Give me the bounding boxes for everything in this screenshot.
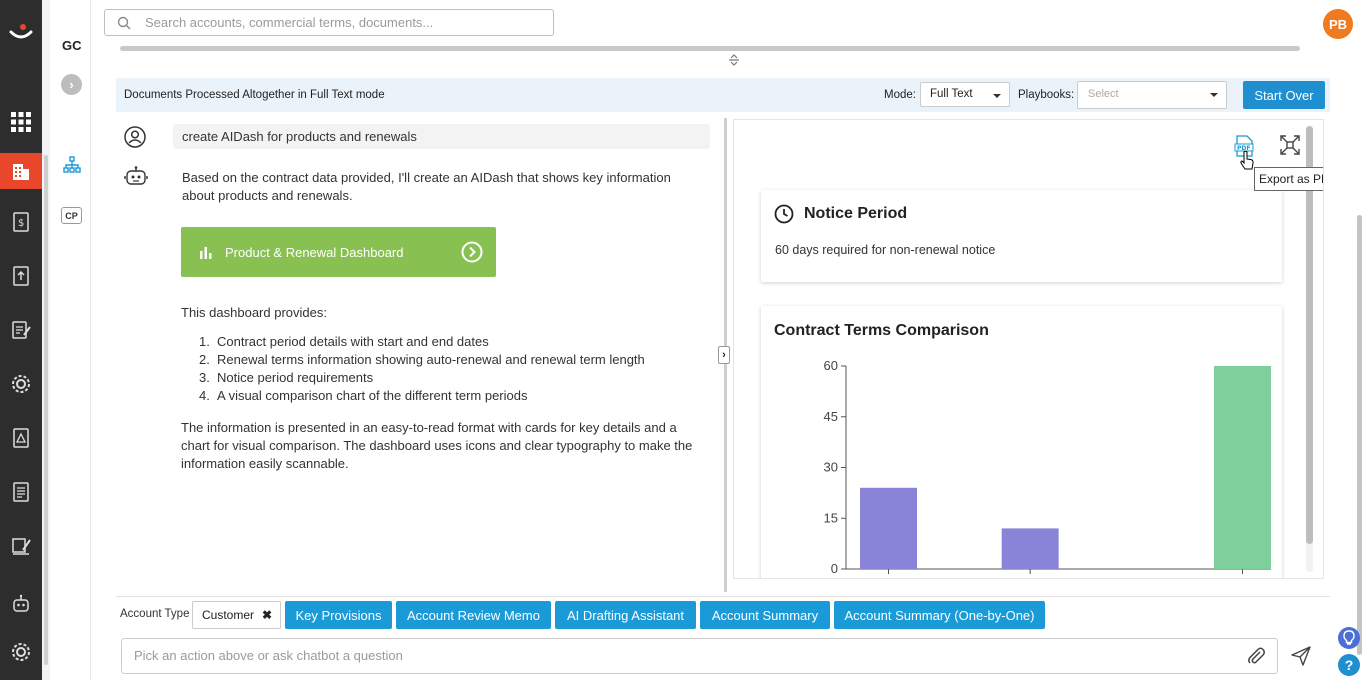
drafting-pen-icon[interactable]	[0, 528, 42, 564]
chevron-right-circle-icon	[461, 241, 483, 263]
y-tick-label: 0	[831, 561, 838, 576]
gc-label: GC	[62, 38, 82, 53]
lightbulb-icon[interactable]	[1338, 627, 1360, 649]
edit-document-icon[interactable]	[0, 312, 42, 348]
account-summary-button[interactable]: Account Summary	[700, 601, 830, 629]
y-tick-label: 60	[824, 358, 838, 373]
open-dashboard-button[interactable]: Product & Renewal Dashboard	[181, 227, 496, 277]
horizontal-scrollbar[interactable]	[120, 46, 1300, 51]
playbooks-select[interactable]: Select	[1077, 81, 1227, 109]
bot-intro-text: Based on the contract data provided, I'l…	[182, 170, 671, 203]
dashboard-scrollbar[interactable]	[1306, 126, 1313, 572]
admin-gear-icon[interactable]	[0, 634, 42, 670]
list-item: 3. Notice period requirements	[199, 370, 374, 385]
alert-document-icon[interactable]	[0, 420, 42, 456]
x-tick-label: Initial Term	[860, 576, 918, 579]
mode-label: Mode:	[884, 89, 916, 101]
collapse-chevron-icon[interactable]: ›	[718, 346, 730, 364]
ai-drafting-assistant-button[interactable]: AI Drafting Assistant	[555, 601, 696, 629]
provides-list: 1. Contract period details with start and…	[199, 333, 699, 405]
bar-chart-icon	[200, 247, 212, 259]
playbooks-label: Playbooks:	[1018, 89, 1075, 101]
main-nav-rail: $	[0, 0, 42, 680]
page-scrollbar[interactable]	[1354, 40, 1364, 655]
search-input[interactable]	[145, 15, 525, 30]
contract-money-icon[interactable]: $	[0, 204, 42, 240]
attach-paperclip-icon[interactable]	[1246, 646, 1266, 666]
search-icon	[117, 16, 131, 29]
mode-select[interactable]: Full Text	[920, 82, 1010, 107]
brand-logo-icon[interactable]	[9, 20, 33, 44]
contract-terms-card: Contract Terms Comparison 0 15 30 45 60 Initi…	[761, 306, 1282, 579]
user-avatar[interactable]: PB	[1323, 9, 1353, 39]
apps-grid-icon[interactable]	[0, 104, 42, 140]
bar	[860, 487, 917, 569]
chat-input-box[interactable]	[121, 638, 1278, 674]
mode-toolbar: Documents Processed Altogether in Full T…	[116, 78, 1330, 112]
contract-terms-chart: 0 15 30 45 60 Initial Term Renewal Term Notice …	[824, 358, 1279, 579]
list-item: 4. A visual comparison chart of the diffe…	[199, 388, 528, 403]
caret-down-icon	[1210, 93, 1218, 97]
key-provisions-button[interactable]: Key Provisions	[285, 601, 392, 629]
x-tick-label: Renewal Term	[992, 576, 1068, 579]
global-search[interactable]	[104, 9, 554, 36]
list-item: 1. Contract period details with start and…	[199, 334, 489, 349]
account-summary-one-by-one-button[interactable]: Account Summary (One-by-One)	[834, 601, 1045, 629]
remove-chip-icon[interactable]: ✖	[261, 608, 272, 622]
start-over-button[interactable]: Start Over	[1243, 81, 1325, 109]
cp-badge[interactable]: CP	[61, 207, 82, 224]
svg-text:$: $	[18, 218, 24, 229]
playbooks-select-placeholder: Select	[1088, 88, 1119, 100]
upload-document-icon[interactable]	[0, 258, 42, 294]
page-scrollbar-thumb[interactable]	[1357, 215, 1362, 655]
list-item: 2. Renewal terms information showing auto…	[199, 352, 645, 367]
bot-icon	[124, 166, 148, 185]
y-tick-label: 15	[824, 510, 838, 525]
mode-select-value: Full Text	[930, 88, 973, 100]
bar	[1214, 366, 1271, 569]
account-review-memo-button[interactable]: Account Review Memo	[396, 601, 551, 629]
chatbot-robot-icon[interactable]	[0, 586, 42, 622]
accounts-building-icon[interactable]	[0, 153, 42, 189]
resize-handle-icon[interactable]	[727, 53, 741, 67]
user-icon	[124, 126, 146, 148]
notice-period-title: Notice Period	[804, 205, 908, 222]
divider	[116, 596, 1330, 597]
send-icon[interactable]	[1290, 645, 1312, 667]
export-pdf-tooltip: Export as PDF	[1254, 167, 1323, 191]
clock-icon	[774, 204, 794, 224]
chart-title: Contract Terms Comparison	[774, 322, 989, 339]
caret-down-icon	[993, 94, 1001, 98]
user-message: create AIDash for products and renewals	[173, 124, 710, 149]
processing-mode-title: Documents Processed Altogether in Full T…	[124, 89, 385, 101]
bar	[1001, 528, 1059, 569]
help-icon[interactable]: ?	[1338, 654, 1360, 676]
hierarchy-tree-icon[interactable]	[63, 156, 81, 174]
notice-period-card: Notice Period 60 days required for non-r…	[761, 190, 1282, 282]
expand-chevron-icon[interactable]: ›	[61, 74, 82, 95]
settings-gear-icon[interactable]	[0, 366, 42, 402]
dashboard-button-label: Product & Renewal Dashboard	[225, 244, 404, 260]
chat-input[interactable]	[134, 648, 1214, 663]
account-type-label: Account Type	[120, 608, 190, 620]
nav-scrollbar-thumb[interactable]	[44, 155, 48, 665]
bot-summary-text: The information is presented in an easy-…	[181, 420, 693, 471]
svg-text:PDF: PDF	[1237, 145, 1250, 152]
document-list-icon[interactable]	[0, 474, 42, 510]
notice-period-text: 60 days required for non-renewal notice	[775, 243, 996, 257]
hand-cursor-icon	[1240, 150, 1254, 170]
provides-heading: This dashboard provides:	[181, 305, 327, 320]
x-tick-label: Notice Period	[1206, 576, 1278, 579]
chat-panel: create AIDash for products and renewals …	[116, 118, 724, 594]
dashboard-scrollbar-thumb[interactable]	[1306, 126, 1313, 544]
export-pdf-icon[interactable]: PDF	[1233, 135, 1255, 157]
secondary-rail: GC › CP	[50, 0, 91, 680]
y-tick-label: 45	[824, 409, 838, 424]
dashboard-panel: PDF Export as PDF Notice Period 60 days …	[733, 119, 1324, 579]
y-tick-label: 30	[824, 460, 838, 475]
fullscreen-expand-icon[interactable]	[1280, 135, 1300, 155]
account-type-value: Customer	[202, 608, 255, 622]
account-type-chip[interactable]: Customer ✖	[192, 601, 281, 629]
